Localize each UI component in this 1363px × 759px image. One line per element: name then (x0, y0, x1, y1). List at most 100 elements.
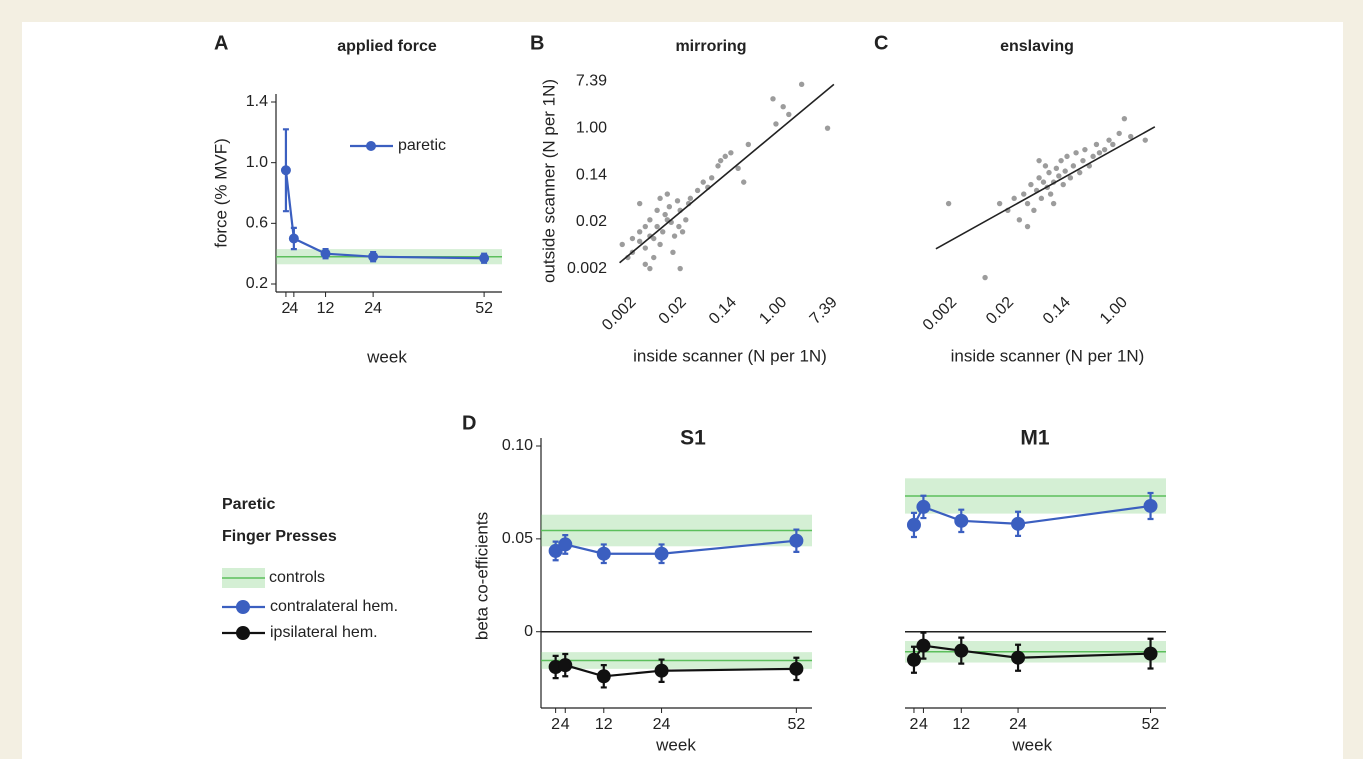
scatter-point (676, 223, 682, 230)
data-point (320, 248, 331, 259)
scatter-point (1067, 175, 1074, 181)
scatter-point (1080, 157, 1086, 164)
scatter-point (1038, 195, 1045, 202)
scatter-point (715, 163, 721, 169)
scatter-point (1116, 130, 1122, 137)
y-tick-label: 0.14 (576, 166, 607, 183)
data-point (1011, 516, 1026, 531)
scatter-point (982, 274, 988, 281)
panel-label: B (530, 32, 544, 54)
scatter-point (1060, 181, 1066, 188)
x-tick-label: 52 (1142, 716, 1160, 733)
x-axis-label: inside scanner (N per 1N) (951, 346, 1145, 365)
x-tick-label: 2 (281, 300, 290, 317)
x-axis-label: week (366, 347, 407, 366)
data-point (906, 652, 921, 667)
scatter-point (660, 229, 666, 235)
scatter-point (1031, 207, 1037, 214)
data-point (596, 546, 611, 561)
legend-label: ipsilateral hem. (270, 624, 378, 641)
data-point (654, 663, 669, 678)
legend-swatch (236, 600, 250, 614)
scatter-point (722, 153, 728, 160)
x-tick-label: 12 (317, 300, 335, 317)
scatter-point (662, 211, 668, 218)
scatter-point (642, 261, 648, 267)
scatter-point (654, 207, 660, 214)
legend-label: paretic (398, 137, 446, 154)
x-tick-label: 4 (289, 300, 298, 317)
scatter-point (657, 241, 663, 248)
scatter-point (741, 179, 747, 185)
scatter-point (700, 179, 706, 185)
scatter-point (1016, 217, 1023, 223)
scatter-point (1082, 146, 1088, 153)
scatter-point (717, 157, 724, 164)
legend-label: contralateral hem. (270, 598, 398, 615)
x-tick-label: 2 (551, 716, 560, 733)
data-point (596, 669, 611, 684)
scatter-point (780, 104, 786, 110)
y-tick-label: 1.00 (576, 119, 607, 136)
fit-line (619, 83, 835, 264)
data-point (1143, 646, 1158, 661)
x-tick-label: 24 (1009, 716, 1027, 733)
scatter-point (1040, 179, 1047, 185)
data-point (789, 661, 804, 676)
y-tick-label: 0.2 (246, 275, 268, 292)
scatter-point (1056, 173, 1062, 179)
scatter-point (1062, 168, 1068, 174)
scatter-point (708, 175, 715, 181)
scatter-point (728, 150, 734, 156)
y-tick-label: 0.002 (567, 260, 607, 277)
y-tick-label: 1.4 (246, 93, 268, 110)
x-tick-label: 0.14 (1040, 294, 1074, 328)
panel-label: D (462, 412, 476, 434)
scatter-point (1096, 150, 1103, 156)
chart-title: S1 (680, 427, 706, 450)
scatter-point (745, 141, 752, 148)
x-tick-label: 24 (653, 716, 671, 733)
x-axis-label: week (655, 735, 696, 754)
data-point (1143, 498, 1158, 513)
y-tick-label: 0.02 (576, 213, 607, 230)
data-point (954, 643, 969, 658)
scatter-point (642, 223, 648, 230)
x-tick-label: 2 (910, 716, 919, 733)
x-tick-label: 52 (787, 716, 805, 733)
scatter-point (798, 81, 805, 88)
scatter-point (1042, 163, 1049, 169)
x-tick-label: 0.14 (706, 294, 740, 328)
scatter-point (636, 229, 643, 235)
x-tick-label: 1.00 (1097, 294, 1131, 328)
panel-label: A (214, 32, 228, 54)
chart-title: applied force (337, 38, 437, 55)
x-tick-label: 7.39 (807, 294, 841, 328)
scatter-point (687, 195, 694, 202)
scatter-point (1050, 200, 1057, 207)
chart-title: enslaving (1000, 38, 1074, 55)
y-tick-label: 7.39 (576, 73, 607, 90)
scatter-point (786, 111, 792, 118)
scatter-point (770, 96, 776, 102)
series-line (284, 170, 485, 260)
scatter-point (1028, 181, 1034, 188)
scatter-point (694, 187, 701, 194)
scatter-point (670, 249, 676, 255)
scatter-point (1021, 191, 1027, 197)
scatter-point (1064, 153, 1070, 160)
scatter-point (657, 195, 663, 202)
scatter-point (651, 254, 657, 261)
scatter-point (1101, 146, 1108, 153)
scatter-point (1011, 195, 1017, 202)
scatter-point (671, 233, 678, 239)
data-point (368, 251, 379, 262)
scatter-point (1110, 141, 1116, 148)
scatter-point (674, 198, 681, 204)
y-tick-label: 0.10 (502, 437, 533, 454)
y-tick-label: 0.6 (246, 215, 268, 232)
x-tick-label: 0.02 (983, 294, 1017, 328)
scatter-point (1077, 169, 1083, 176)
